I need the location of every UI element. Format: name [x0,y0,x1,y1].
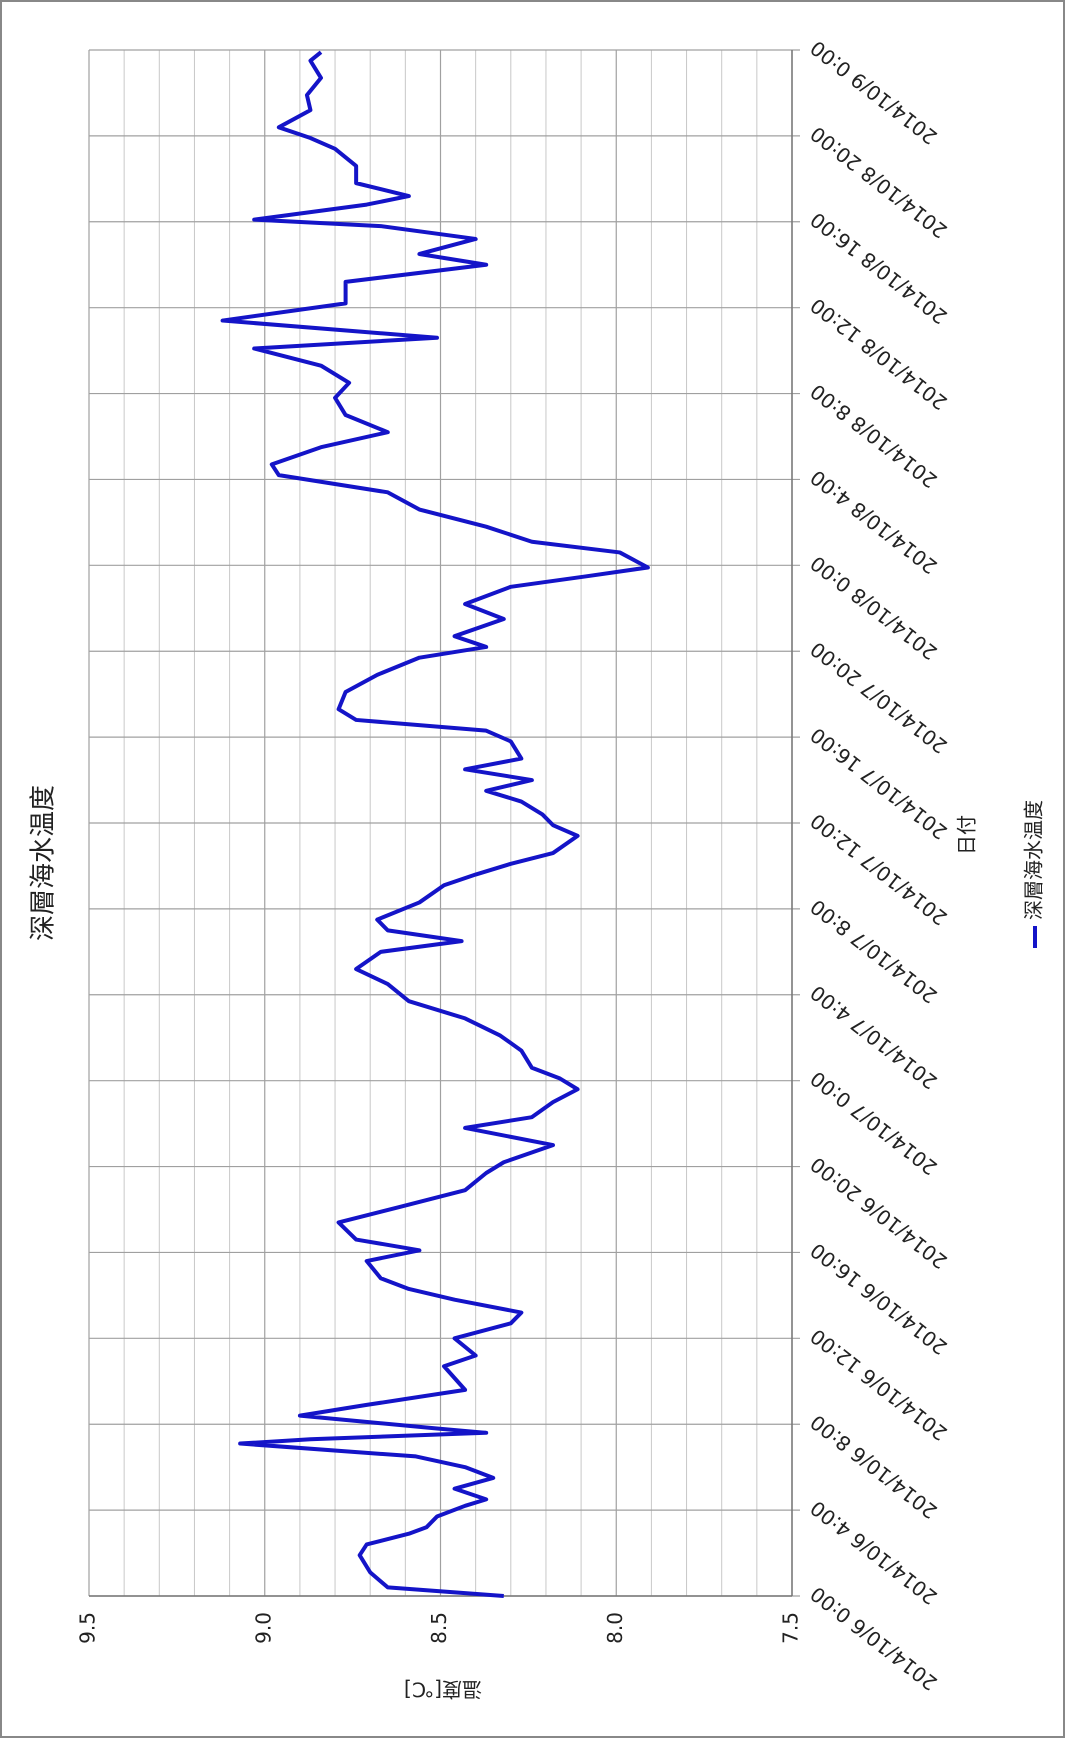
y-tick-label: 8.0 [603,1612,627,1644]
series-line [220,50,650,1598]
y-tick-label: 9.0 [251,1612,275,1644]
x-axis-title: 日付 [955,815,979,855]
y-axis-title: 温度[℃] [404,1678,482,1702]
y-tick-label: 8.5 [427,1612,451,1644]
legend-label: 深層海水温度 [1022,800,1046,920]
y-tick-label: 9.5 [76,1612,100,1644]
y-tick-label: 7.5 [779,1612,803,1644]
chart-title: 深層海水温度 [29,785,59,941]
